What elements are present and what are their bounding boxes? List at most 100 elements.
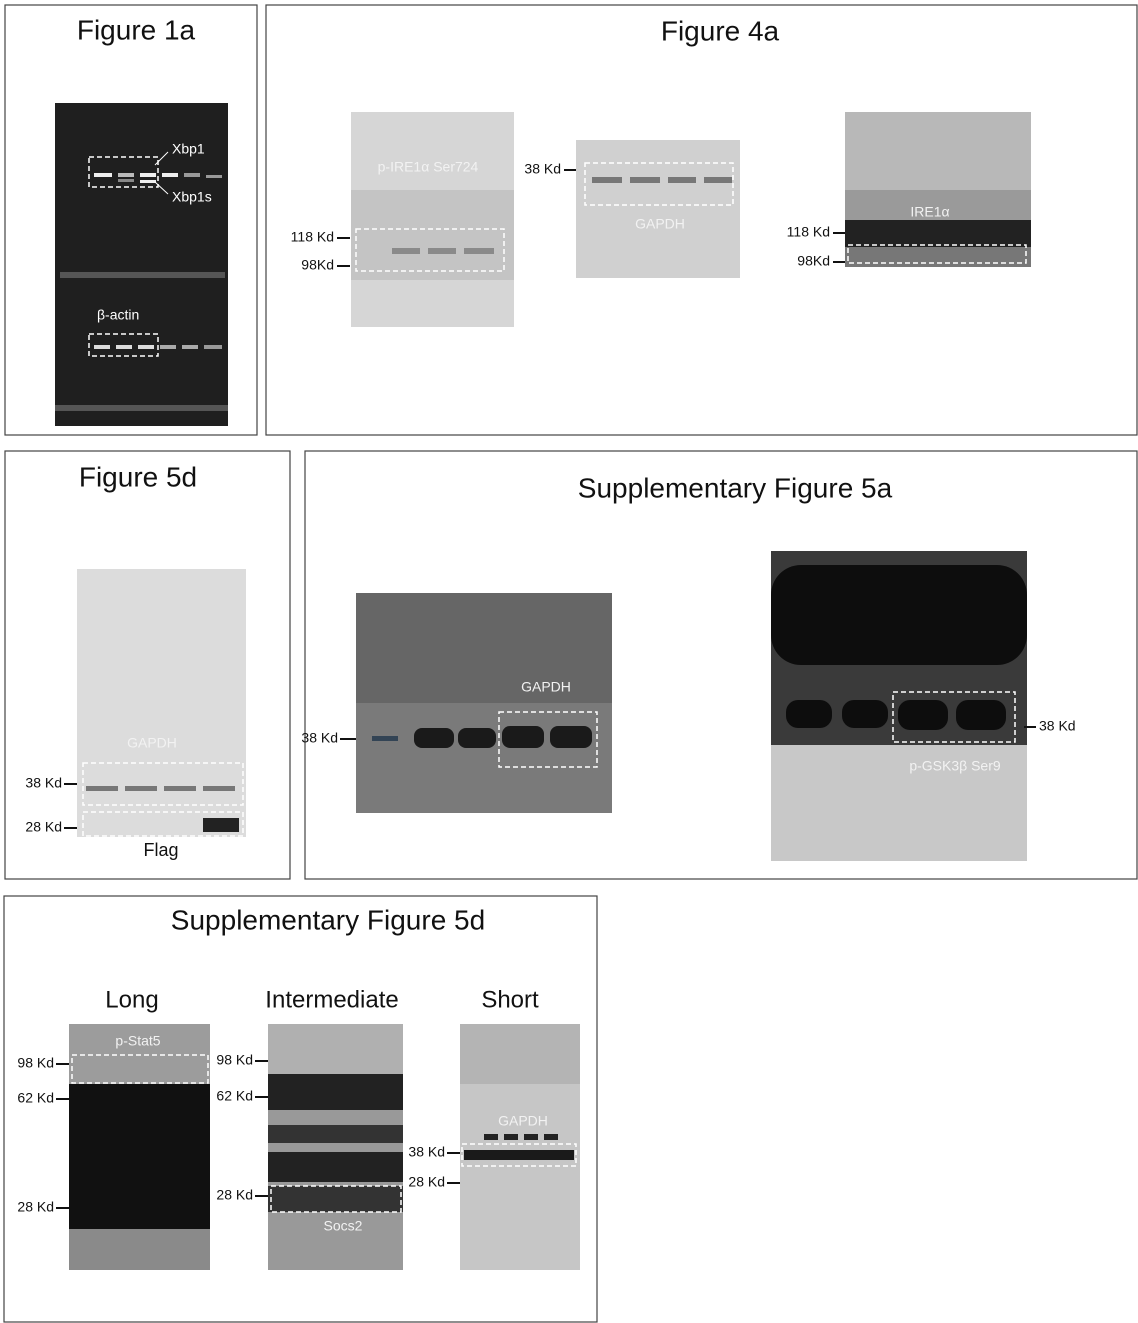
shape: [771, 565, 1027, 665]
shape: [845, 220, 1031, 247]
marker-label: 98Kd: [797, 253, 830, 269]
shape: [576, 140, 740, 278]
shape: [86, 786, 118, 791]
blot: [576, 140, 740, 278]
blot: [771, 551, 1027, 861]
blot-heading: Long: [105, 986, 158, 1013]
shape: [268, 1152, 403, 1182]
shape: [160, 345, 176, 349]
blot-heading: Short: [481, 986, 539, 1013]
marker-label: 28 Kd: [408, 1174, 445, 1190]
shape: [464, 1150, 574, 1160]
marker-label: 38 Kd: [408, 1144, 445, 1160]
marker-label: 62 Kd: [216, 1088, 253, 1104]
shape: [392, 248, 420, 254]
shape: [116, 345, 132, 349]
marker-label: 38 Kd: [524, 161, 561, 177]
marker-label: 38 Kd: [301, 730, 338, 746]
shape: [414, 728, 454, 748]
marker-label: 28 Kd: [25, 819, 62, 835]
shape: [203, 818, 239, 832]
panel-title: Supplementary Figure 5d: [171, 904, 485, 935]
shape: [268, 1024, 403, 1074]
blot-heading: Intermediate: [265, 986, 398, 1013]
shape: [460, 1024, 580, 1084]
blot-label: GAPDH: [498, 1113, 548, 1129]
marker-label: 62 Kd: [17, 1090, 54, 1106]
shape: [630, 177, 660, 183]
marker-label: 28 Kd: [17, 1199, 54, 1215]
shape: [77, 569, 246, 837]
blot-label: GAPDH: [635, 216, 685, 232]
marker-label: 98 Kd: [216, 1052, 253, 1068]
blot-label: IRE1α: [910, 204, 949, 220]
shape: [356, 593, 612, 703]
shape: [94, 173, 112, 177]
shape: [956, 700, 1006, 730]
blot-label: Flag: [143, 840, 178, 860]
shape: [140, 173, 156, 177]
shape: [504, 1134, 518, 1140]
marker-label: 118 Kd: [291, 229, 334, 245]
blot: [845, 112, 1031, 267]
shape: [464, 248, 494, 254]
blot-label: p-GSK3β Ser9: [909, 758, 1001, 774]
shape: [550, 726, 592, 748]
shape: [704, 177, 732, 183]
blot-label: p-Stat5: [115, 1033, 160, 1049]
blot: [69, 1024, 210, 1270]
shape: [55, 405, 228, 411]
shape: [668, 177, 696, 183]
marker-label: 28 Kd: [216, 1187, 253, 1203]
shape: [458, 728, 496, 748]
shape: [164, 786, 196, 791]
marker-label: 98 Kd: [17, 1055, 54, 1071]
panel-title: Figure 4a: [661, 15, 780, 46]
shape: [484, 1134, 498, 1140]
gel-label: Xbp1s: [172, 189, 212, 205]
shape: [428, 248, 456, 254]
shape: [268, 1125, 403, 1143]
blot: [356, 593, 612, 813]
blot-label: p-IRE1α Ser724: [378, 159, 479, 175]
figure: Figure 1a Xbp1 Xbp1s β-actin Figure 4a p…: [0, 0, 1138, 1323]
shape: [524, 1134, 538, 1140]
shape: [268, 1186, 403, 1212]
shape: [203, 786, 235, 791]
blot-label: Socs2: [324, 1218, 363, 1234]
gel-label: Xbp1: [172, 141, 205, 157]
shape: [898, 700, 948, 730]
panel-title: Supplementary Figure 5a: [578, 472, 893, 503]
shape: [268, 1074, 403, 1110]
shape: [372, 736, 398, 741]
shape: [845, 247, 1031, 267]
shape: [60, 272, 225, 278]
shape: [592, 177, 622, 183]
marker-label: 38 Kd: [25, 775, 62, 791]
shape: [786, 700, 832, 728]
panel-title: Figure 1a: [77, 14, 196, 45]
shape: [138, 345, 154, 349]
shape: [842, 700, 888, 728]
blot: [351, 112, 514, 327]
shape: [125, 786, 157, 791]
page: {"panels": [ {"title": "Figure 1a", "lab…: [0, 0, 1138, 1323]
shape: [60, 272, 225, 278]
shape: [182, 345, 198, 349]
shape: [118, 179, 134, 182]
shape: [140, 180, 156, 183]
shape: [184, 173, 200, 177]
marker-label: 38 Kd: [1039, 718, 1076, 734]
shape: [206, 175, 222, 178]
marker-label: 118 Kd: [787, 224, 830, 240]
shape: [94, 345, 110, 349]
shape: [162, 173, 178, 177]
shape: [544, 1134, 558, 1140]
shape: [118, 173, 134, 177]
blot-label: GAPDH: [521, 679, 571, 695]
shape: [392, 248, 494, 254]
blot-label: GAPDH: [127, 735, 177, 751]
blot: [460, 1024, 580, 1270]
shape: [69, 1084, 210, 1229]
panel-title: Figure 5d: [79, 461, 197, 492]
